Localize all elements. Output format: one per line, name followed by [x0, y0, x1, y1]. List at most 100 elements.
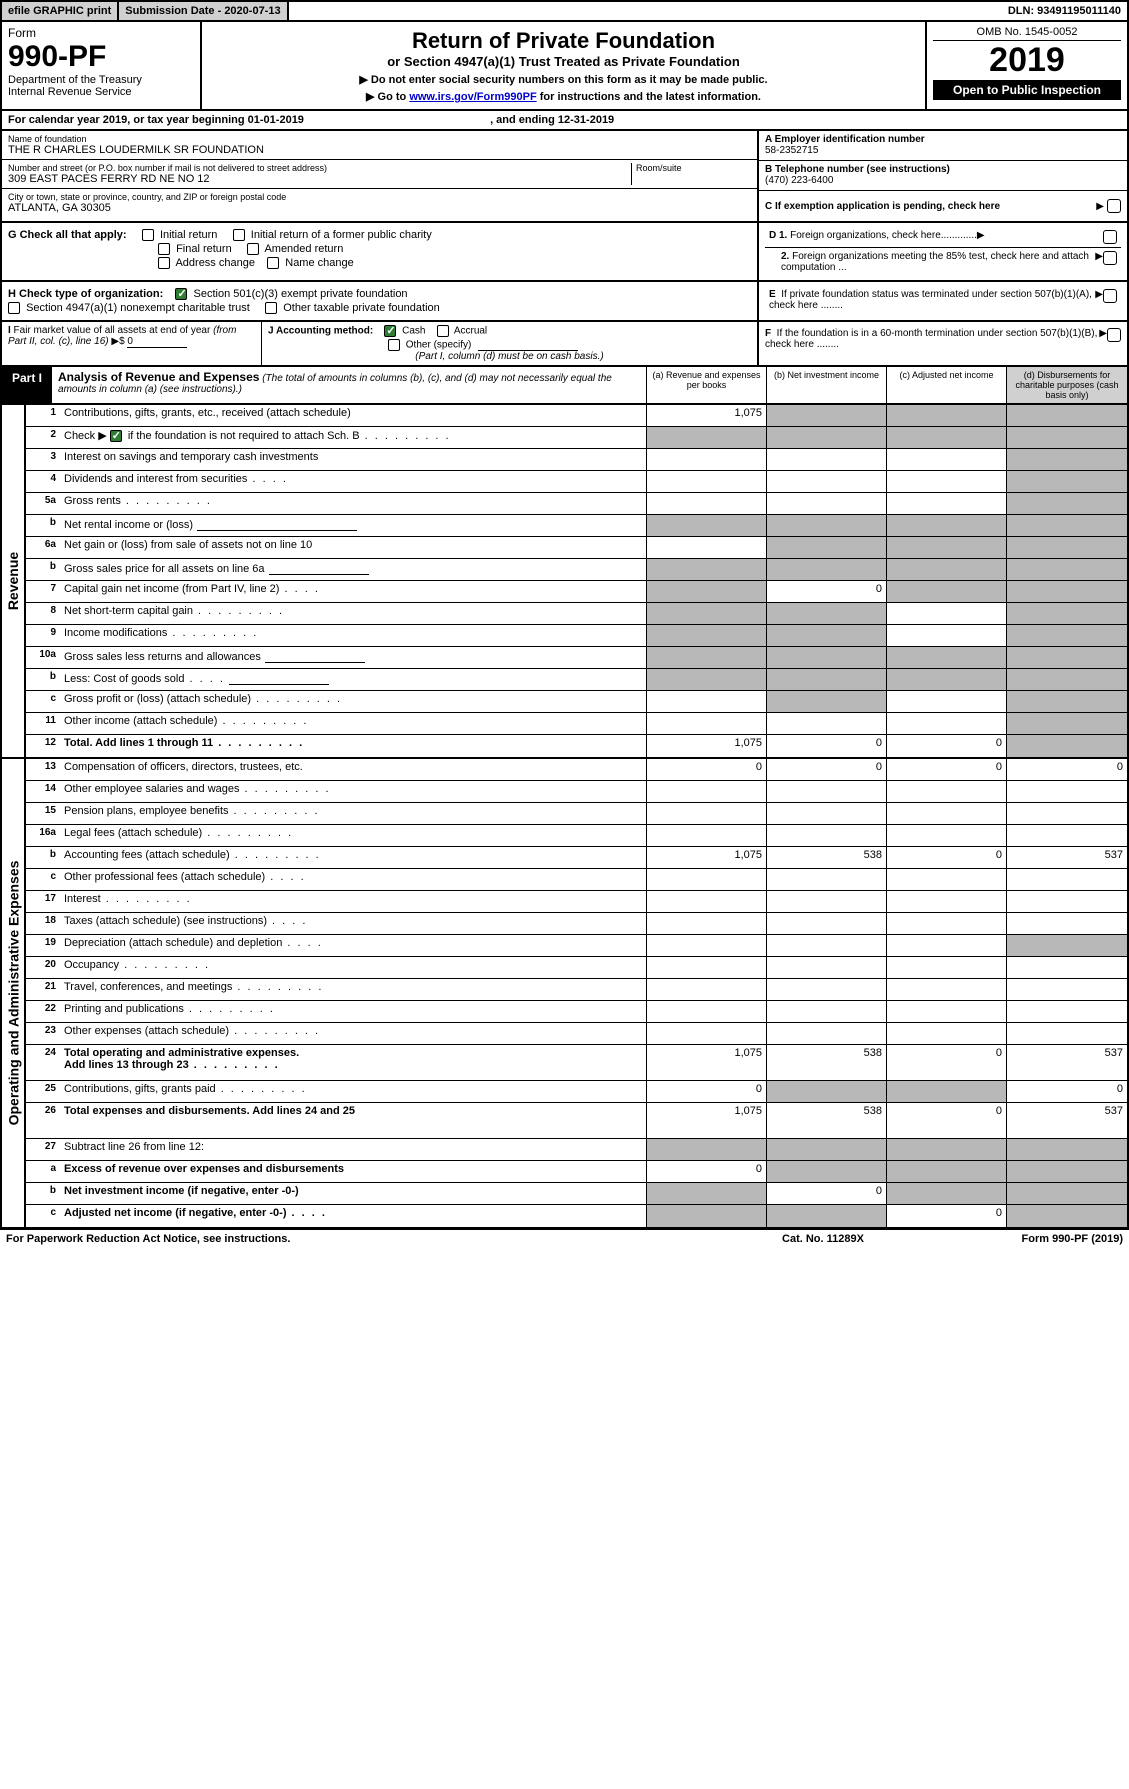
form-ref: Form 990-PF (2019)	[923, 1233, 1123, 1245]
4947a1-checkbox[interactable]	[8, 302, 20, 314]
j-label: J Accounting method:	[268, 326, 373, 337]
dept-label: Department of the Treasury	[8, 74, 194, 86]
line-18: Taxes (attach schedule) (see instruction…	[60, 913, 647, 934]
line-8: Net short-term capital gain	[60, 603, 647, 624]
form-id-block: Form 990-PF Department of the Treasury I…	[2, 22, 202, 109]
col-a-header: (a) Revenue and expenses per books	[647, 367, 767, 403]
cash-basis-note: (Part I, column (d) must be on cash basi…	[268, 351, 751, 362]
line-20: Occupancy	[60, 957, 647, 978]
dln-label: DLN: 93491195011140	[1002, 2, 1127, 20]
col-d-header: (d) Disbursements for charitable purpose…	[1007, 367, 1127, 403]
arrow-icon: ▶	[1099, 328, 1107, 339]
part1-header: Part I Analysis of Revenue and Expenses …	[0, 367, 1129, 405]
line-5b: Net rental income or (loss)	[60, 515, 647, 536]
final-return-checkbox[interactable]	[158, 243, 170, 255]
line-27b: Net investment income (if negative, ente…	[60, 1183, 647, 1204]
arrow-icon: ▶	[977, 230, 985, 241]
ssn-warning: ▶ Do not enter social security numbers o…	[212, 73, 915, 86]
line-6a: Net gain or (loss) from sale of assets n…	[60, 537, 647, 558]
accrual-checkbox[interactable]	[437, 325, 449, 337]
goto-note: ▶ Go to www.irs.gov/Form990PF for instru…	[212, 90, 915, 103]
arrow-icon: ▶	[1096, 201, 1104, 212]
exemption-checkbox[interactable]	[1107, 199, 1121, 213]
address: 309 EAST PACES FERRY RD NE NO 12	[8, 173, 631, 185]
section-h-e: H Check type of organization: Section 50…	[0, 282, 1129, 322]
efile-print-button[interactable]: efile GRAPHIC print	[2, 2, 119, 20]
address-label: Number and street (or P.O. box number if…	[8, 163, 631, 173]
phone-label: B Telephone number (see instructions)	[765, 164, 1121, 175]
ein-label: A Employer identification number	[765, 134, 1121, 145]
revenue-side-label: Revenue	[2, 405, 26, 757]
g-label: G Check all that apply:	[8, 229, 127, 241]
501c3-checkbox[interactable]	[175, 288, 187, 300]
f-checkbox[interactable]	[1107, 328, 1121, 342]
initial-return-checkbox[interactable]	[142, 229, 154, 241]
form-title: Return of Private Foundation	[212, 28, 915, 54]
d1-checkbox[interactable]	[1103, 230, 1117, 244]
line-5a: Gross rents	[60, 493, 647, 514]
line-26: Total expenses and disbursements. Add li…	[60, 1103, 647, 1138]
part1-label: Part I	[2, 367, 52, 403]
calendar-year-row: For calendar year 2019, or tax year begi…	[0, 111, 1129, 131]
line-27a: Excess of revenue over expenses and disb…	[60, 1161, 647, 1182]
e-checkbox[interactable]	[1103, 289, 1117, 303]
line-16c: Other professional fees (attach schedule…	[60, 869, 647, 890]
paperwork-notice: For Paperwork Reduction Act Notice, see …	[6, 1233, 723, 1245]
foundation-name-label: Name of foundation	[8, 134, 751, 144]
page-footer: For Paperwork Reduction Act Notice, see …	[0, 1229, 1129, 1248]
line-15: Pension plans, employee benefits	[60, 803, 647, 824]
city-state-zip: ATLANTA, GA 30305	[8, 202, 751, 214]
line-25: Contributions, gifts, grants paid	[60, 1081, 647, 1102]
line-27: Subtract line 26 from line 12:	[60, 1139, 647, 1160]
section-g-d: G Check all that apply: Initial return I…	[0, 223, 1129, 282]
line-22: Printing and publications	[60, 1001, 647, 1022]
form-title-block: Return of Private Foundation or Section …	[202, 22, 927, 109]
omb-number: OMB No. 1545-0052	[933, 26, 1121, 41]
line-10a: Gross sales less returns and allowances	[60, 647, 647, 668]
col-b-header: (b) Net investment income	[767, 367, 887, 403]
foundation-info: Name of foundation THE R CHARLES LOUDERM…	[0, 131, 1129, 223]
col-c-header: (c) Adjusted net income	[887, 367, 1007, 403]
phone-value: (470) 223-6400	[765, 175, 1121, 186]
line-3: Interest on savings and temporary cash i…	[60, 449, 647, 470]
line-6b: Gross sales price for all assets on line…	[60, 559, 647, 580]
line-23: Other expenses (attach schedule)	[60, 1023, 647, 1044]
line-2: Check ▶ if the foundation is not require…	[60, 427, 647, 448]
other-taxable-checkbox[interactable]	[265, 302, 277, 314]
catalog-number: Cat. No. 11289X	[723, 1233, 923, 1245]
top-bar: efile GRAPHIC print Submission Date - 20…	[0, 0, 1129, 22]
irs-link[interactable]: www.irs.gov/Form990PF	[409, 91, 536, 103]
amended-return-checkbox[interactable]	[247, 243, 259, 255]
tax-year-begin: 01-01-2019	[248, 114, 304, 126]
line-14: Other employee salaries and wages	[60, 781, 647, 802]
form-number: 990-PF	[8, 40, 194, 74]
line-11: Other income (attach schedule)	[60, 713, 647, 734]
line-10b: Less: Cost of goods sold	[60, 669, 647, 690]
arrow-icon: ▶	[1095, 289, 1103, 300]
form-label: Form	[8, 26, 194, 40]
tax-year: 2019	[933, 41, 1121, 80]
expenses-table: Operating and Administrative Expenses 13…	[0, 759, 1129, 1229]
part1-title: Analysis of Revenue and Expenses	[58, 370, 259, 384]
fmv-value: 0	[127, 336, 187, 348]
line-21: Travel, conferences, and meetings	[60, 979, 647, 1000]
line-9: Income modifications	[60, 625, 647, 646]
d2-checkbox[interactable]	[1103, 251, 1117, 265]
foundation-name: THE R CHARLES LOUDERMILK SR FOUNDATION	[8, 144, 751, 156]
line-17: Interest	[60, 891, 647, 912]
revenue-table: Revenue 1Contributions, gifts, grants, e…	[0, 405, 1129, 759]
line-27c: Adjusted net income (if negative, enter …	[60, 1205, 647, 1227]
initial-public-checkbox[interactable]	[233, 229, 245, 241]
line-13: Compensation of officers, directors, tru…	[60, 759, 647, 780]
public-inspection-badge: Open to Public Inspection	[933, 80, 1121, 100]
sch-b-checkbox[interactable]	[110, 430, 122, 442]
line-7: Capital gain net income (from Part IV, l…	[60, 581, 647, 602]
name-change-checkbox[interactable]	[267, 257, 279, 269]
other-method-checkbox[interactable]	[388, 339, 400, 351]
address-change-checkbox[interactable]	[158, 257, 170, 269]
exemption-pending-label: C If exemption application is pending, c…	[765, 201, 1000, 212]
arrow-icon: ▶	[1095, 251, 1103, 262]
line-16b: Accounting fees (attach schedule)	[60, 847, 647, 868]
irs-label: Internal Revenue Service	[8, 86, 194, 98]
cash-checkbox[interactable]	[384, 325, 396, 337]
